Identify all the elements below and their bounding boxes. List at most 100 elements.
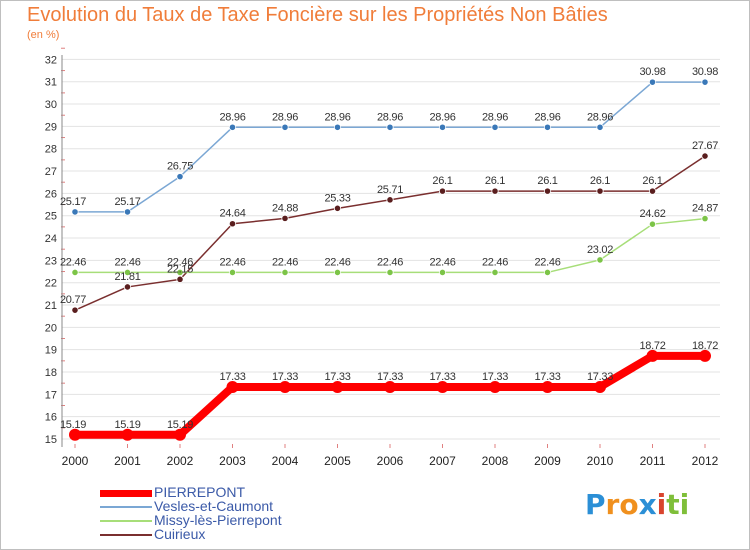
unit-label: (en %) bbox=[27, 29, 60, 41]
data-point bbox=[281, 123, 289, 131]
data-point bbox=[648, 187, 657, 195]
data-label: 27.67 bbox=[692, 140, 718, 152]
legend-item: Missy-lès-Pierrepont bbox=[100, 512, 360, 528]
data-label: 22.46 bbox=[429, 256, 455, 268]
data-point bbox=[384, 380, 396, 393]
data-label: 21.81 bbox=[114, 271, 140, 283]
data-label: 17.33 bbox=[324, 371, 350, 383]
data-label: 26.1 bbox=[537, 175, 557, 187]
data-point bbox=[331, 380, 344, 393]
data-point bbox=[281, 214, 289, 222]
data-point bbox=[226, 380, 239, 393]
data-point bbox=[71, 268, 79, 277]
legend-item: Cuirieux bbox=[100, 526, 360, 542]
data-label: 28.96 bbox=[429, 111, 455, 123]
x-tick-label: 2008 bbox=[482, 454, 509, 468]
data-label: 17.33 bbox=[482, 371, 508, 383]
legend-label: Cuirieux bbox=[154, 526, 206, 542]
data-label: 22.46 bbox=[534, 256, 560, 268]
data-point bbox=[436, 380, 449, 393]
y-tick-label: 29 bbox=[45, 121, 57, 133]
y-tick-label: 24 bbox=[45, 233, 57, 245]
x-tick-label: 2012 bbox=[692, 454, 719, 468]
data-point bbox=[491, 123, 499, 131]
data-label: 17.33 bbox=[272, 371, 298, 383]
x-tick-label: 2009 bbox=[534, 454, 561, 468]
data-label: 15.19 bbox=[167, 419, 193, 431]
y-tick-label: 17 bbox=[45, 389, 57, 401]
legend-swatch bbox=[100, 534, 152, 536]
data-point bbox=[543, 268, 552, 277]
data-point bbox=[596, 256, 604, 264]
y-tick-label: 26 bbox=[45, 188, 57, 200]
y-tick-label: 30 bbox=[45, 99, 57, 111]
data-point bbox=[648, 78, 657, 86]
data-label: 24.62 bbox=[639, 208, 665, 220]
data-point bbox=[71, 208, 79, 216]
data-point bbox=[543, 187, 552, 195]
data-label: 28.96 bbox=[482, 111, 508, 123]
data-label: 20.77 bbox=[60, 294, 86, 306]
data-label: 30.98 bbox=[692, 66, 718, 78]
x-tick-label: 2001 bbox=[114, 454, 141, 468]
logo-letter: t bbox=[666, 488, 680, 521]
logo-letter: P bbox=[585, 488, 606, 521]
data-label: 17.33 bbox=[587, 371, 613, 383]
data-point bbox=[123, 208, 132, 216]
y-tick-label: 31 bbox=[45, 77, 57, 89]
y-tick-label: 20 bbox=[45, 322, 57, 334]
data-label: 28.96 bbox=[534, 111, 560, 123]
data-label: 28.96 bbox=[377, 111, 403, 123]
legend-item: PIERREPONT bbox=[100, 484, 360, 500]
data-point bbox=[596, 123, 604, 131]
data-point bbox=[701, 152, 709, 160]
data-point bbox=[281, 268, 289, 277]
data-label: 23.02 bbox=[587, 244, 613, 256]
data-label: 30.98 bbox=[639, 66, 665, 78]
data-label: 18.72 bbox=[639, 340, 665, 352]
x-tick-label: 2006 bbox=[377, 454, 404, 468]
data-label: 17.33 bbox=[429, 371, 455, 383]
data-point bbox=[176, 268, 184, 277]
y-tick-label: 15 bbox=[45, 434, 57, 446]
y-tick-label: 18 bbox=[45, 367, 57, 379]
data-point bbox=[386, 268, 394, 277]
data-label: 26.1 bbox=[590, 175, 610, 187]
legend-label: Missy-lès-Pierrepont bbox=[154, 512, 282, 528]
data-point bbox=[228, 123, 237, 131]
data-label: 17.33 bbox=[377, 371, 403, 383]
x-tick-label: 2011 bbox=[640, 454, 666, 468]
y-tick-label: 22 bbox=[45, 278, 57, 290]
data-point bbox=[174, 428, 186, 441]
logo-letter: r bbox=[605, 488, 620, 521]
data-point bbox=[543, 123, 552, 131]
data-point bbox=[438, 123, 447, 131]
data-label: 15.19 bbox=[60, 419, 86, 431]
legend-label: Vesles-et-Caumont bbox=[154, 498, 274, 514]
data-point bbox=[699, 349, 711, 362]
y-tick-label: 25 bbox=[45, 211, 57, 223]
y-tick-label: 21 bbox=[45, 300, 57, 312]
logo-letter: i bbox=[679, 488, 690, 521]
y-tick-label: 16 bbox=[45, 412, 57, 424]
data-point bbox=[228, 268, 237, 277]
data-label: 25.17 bbox=[60, 196, 86, 208]
data-point bbox=[123, 268, 132, 277]
data-point bbox=[701, 78, 709, 86]
chart-title: Evolution du Taux de Taxe Foncière sur l… bbox=[27, 4, 608, 26]
data-label: 26.1 bbox=[485, 175, 505, 187]
data-point bbox=[333, 123, 342, 131]
y-tick-label: 27 bbox=[45, 166, 57, 178]
data-point bbox=[121, 428, 134, 441]
data-point bbox=[228, 220, 237, 228]
y-tick-label: 32 bbox=[45, 54, 57, 66]
proxiti-logo: Proxiti bbox=[585, 488, 689, 521]
legend-swatch bbox=[100, 520, 152, 522]
legend-item: Vesles-et-Caumont bbox=[100, 498, 360, 514]
data-point bbox=[176, 173, 184, 181]
data-point bbox=[333, 268, 342, 277]
data-label: 15.19 bbox=[114, 419, 140, 431]
data-point bbox=[386, 123, 394, 131]
data-label: 25.71 bbox=[377, 184, 403, 196]
data-label: 18.72 bbox=[692, 340, 718, 352]
